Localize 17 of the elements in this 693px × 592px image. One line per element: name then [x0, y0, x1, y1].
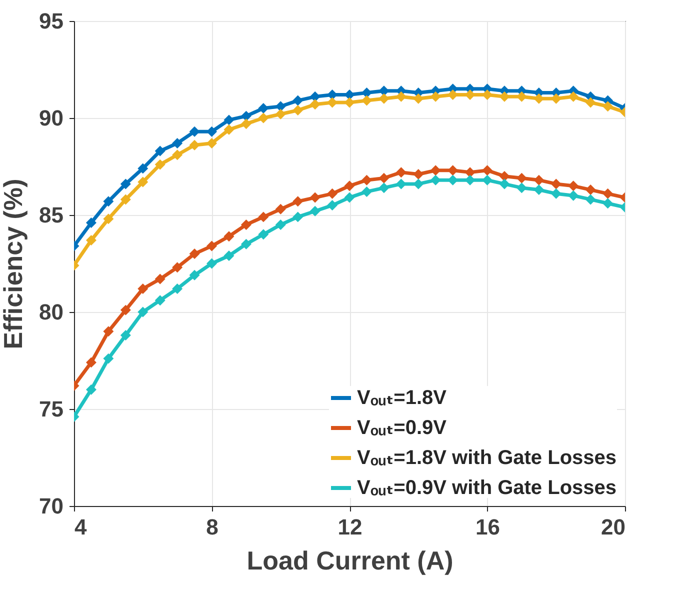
y-tick-label: 70: [39, 494, 64, 518]
legend-label: Vₒᵤₜ=0.9V with Gate Losses: [357, 477, 617, 499]
x-tick-label: 20: [601, 514, 626, 540]
x-tick-label: 8: [206, 514, 218, 540]
y-tick-label: 95: [39, 8, 64, 34]
y-axis-title: Efficiency (%): [0, 178, 28, 350]
legend-label: Vₒᵤₜ=1.8V with Gate Losses: [357, 447, 617, 469]
y-tick-label: 90: [39, 106, 64, 130]
x-axis-title: Load Current (A): [246, 546, 454, 576]
y-tick-label: 85: [39, 202, 64, 228]
x-tick-label: 12: [338, 514, 362, 540]
x-tick-label: 4: [74, 514, 88, 540]
legend-label: Vₒᵤₜ=0.9V: [357, 417, 448, 439]
y-tick-label: 80: [39, 300, 64, 324]
x-tick-label: 16: [476, 514, 500, 540]
legend-label: Vₒᵤₜ=1.8V: [357, 387, 448, 409]
y-tick-label: 75: [39, 396, 64, 422]
